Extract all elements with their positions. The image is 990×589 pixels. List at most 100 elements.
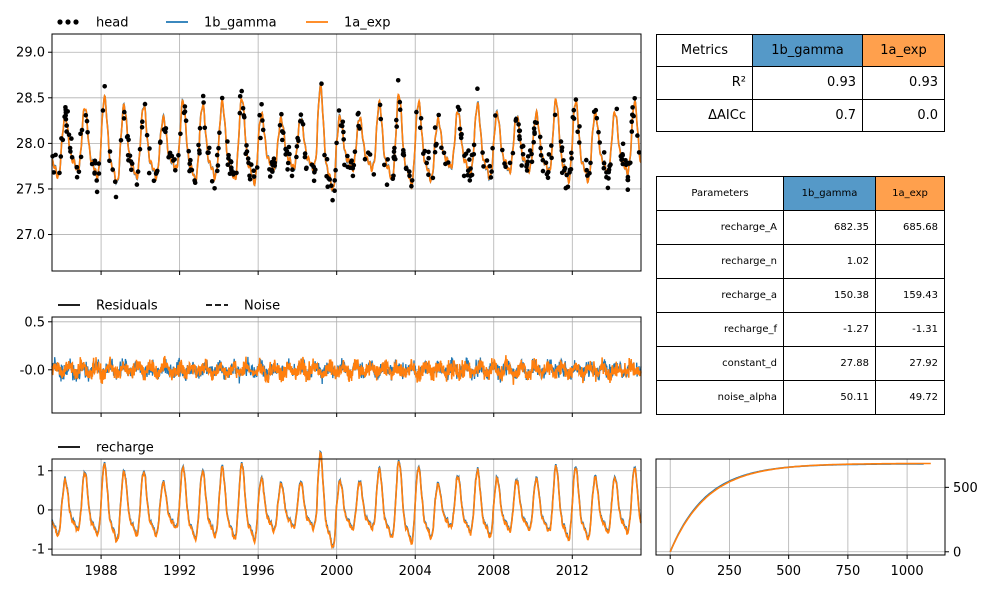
data-point <box>392 145 397 151</box>
data-point <box>625 174 631 180</box>
data-point <box>63 110 69 115</box>
data-point <box>538 153 544 158</box>
data-point <box>319 81 324 86</box>
data-point <box>561 158 566 163</box>
x-tick-label: 2000 <box>320 564 353 579</box>
data-point <box>395 78 401 83</box>
legend-item: Residuals <box>58 299 158 314</box>
data-point <box>183 118 189 123</box>
y-tick-label: 0 <box>37 503 45 518</box>
data-point <box>591 109 597 115</box>
data-point <box>294 144 300 149</box>
data-point <box>340 119 346 125</box>
data-point <box>187 161 192 167</box>
data-point <box>531 126 537 131</box>
data-point <box>409 183 414 189</box>
series-line-1a-exp <box>51 81 642 192</box>
data-point <box>129 167 134 173</box>
data-point <box>510 150 516 156</box>
table-row: recharge_a 150.38 159.43 <box>656 278 945 313</box>
data-point <box>122 109 127 115</box>
data-point <box>378 116 384 122</box>
metric-exp-value: 0.93 <box>862 66 945 100</box>
metric-name: ΔAICc <box>656 98 753 132</box>
data-point <box>197 125 203 131</box>
data-point <box>520 152 526 157</box>
data-point <box>167 150 173 156</box>
data-point <box>601 165 607 171</box>
data-point <box>414 109 419 115</box>
data-point <box>629 119 634 124</box>
data-point <box>110 167 115 172</box>
legend-marker-dot <box>73 19 79 25</box>
data-point <box>552 112 558 118</box>
data-point <box>426 149 431 155</box>
data-point <box>394 124 400 129</box>
data-point <box>147 146 152 151</box>
data-point <box>302 154 308 160</box>
data-point <box>271 156 277 161</box>
param-exp-value: 49.72 <box>875 380 945 415</box>
data-point <box>529 151 534 157</box>
data-point <box>140 119 145 124</box>
data-point <box>229 167 234 173</box>
data-point <box>295 135 300 141</box>
data-point <box>66 132 72 137</box>
data-point <box>490 145 495 151</box>
data-point <box>421 151 426 156</box>
data-point <box>272 163 278 168</box>
data-point <box>107 149 113 154</box>
legend-item: 1a_exp <box>306 16 390 31</box>
metric-gamma-value: 0.7 <box>752 98 863 132</box>
data-point <box>96 161 102 166</box>
data-point <box>385 157 391 162</box>
param-gamma-value: 50.11 <box>783 380 876 415</box>
data-point <box>267 167 272 172</box>
data-point <box>426 172 431 177</box>
data-point <box>137 146 143 152</box>
data-point <box>64 123 69 128</box>
data-point <box>519 144 525 150</box>
data-point <box>345 153 350 159</box>
data-point <box>394 117 399 123</box>
data-point <box>544 171 550 177</box>
data-point <box>289 173 295 179</box>
data-point <box>471 142 477 148</box>
data-point <box>279 129 285 134</box>
data-point <box>74 174 80 180</box>
data-point <box>605 185 611 191</box>
data-point <box>351 162 357 168</box>
data-point <box>182 104 188 109</box>
data-point <box>298 119 303 124</box>
params-header-label: Parameters <box>656 176 784 211</box>
data-point <box>334 140 339 146</box>
data-point <box>244 143 249 148</box>
data-point <box>397 99 403 105</box>
data-point <box>280 137 285 143</box>
data-point <box>341 129 346 135</box>
data-point <box>500 147 505 153</box>
data-point <box>573 97 579 102</box>
data-point <box>543 160 549 165</box>
data-point <box>51 170 57 175</box>
data-point <box>187 168 192 174</box>
data-point <box>585 173 590 178</box>
data-point <box>620 141 626 147</box>
data-point <box>466 148 471 153</box>
param-gamma-value: -1.27 <box>783 312 876 347</box>
data-point <box>577 124 582 129</box>
data-point <box>348 159 354 165</box>
data-point <box>68 149 73 154</box>
data-point <box>475 86 480 91</box>
data-point <box>467 157 472 162</box>
data-point <box>620 152 625 158</box>
data-point <box>112 179 118 184</box>
data-point <box>625 187 631 192</box>
data-point <box>636 150 642 155</box>
data-point <box>197 151 202 156</box>
data-point <box>53 152 58 158</box>
data-point <box>362 156 368 162</box>
param-name: constant_d <box>656 346 784 381</box>
data-point <box>322 152 327 158</box>
x-tick-label: 500 <box>776 564 801 579</box>
